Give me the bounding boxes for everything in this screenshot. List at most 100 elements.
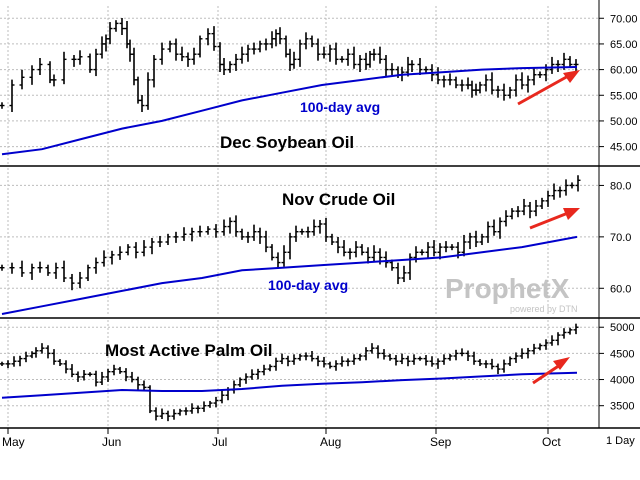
- palm-oil-price-bar: [117, 366, 123, 374]
- crude-oil-price-bar: [383, 251, 389, 268]
- crude-oil-price-bar: [305, 226, 311, 238]
- palm-oil-arrow: [532, 357, 570, 385]
- soybean-oil-price-bar: [447, 73, 453, 86]
- palm-oil-price-bar: [399, 353, 405, 365]
- soybean-oil-price-bar: [61, 51, 67, 85]
- palm-oil-price-bar: [441, 354, 447, 365]
- palm-oil-price-bar: [249, 369, 255, 380]
- crude-oil-price-bar: [539, 197, 545, 210]
- soybean-oil-title: Dec Soybean Oil: [220, 133, 354, 152]
- palm-oil-price-bar: [459, 348, 465, 357]
- soybean-oil-price-bar: [441, 75, 447, 88]
- soybean-oil-price-bar: [531, 68, 537, 86]
- crude-oil-price-bar: [341, 240, 347, 257]
- crude-oil-price-bar: [221, 219, 227, 236]
- crude-oil-price-bar: [275, 252, 281, 269]
- crude-oil-price-bar: [407, 253, 413, 280]
- palm-oil-price-bar: [207, 400, 213, 408]
- crude-oil-ytick-label: 80.0: [610, 180, 631, 192]
- palm-oil-price-bar: [297, 353, 303, 361]
- crude-oil-price-bar: [239, 228, 245, 240]
- palm-oil-price-bar: [363, 347, 369, 361]
- palm-oil-panel: Most Active Palm Oil 5000 4500 4000 3500: [0, 320, 634, 426]
- palm-oil-price-bar: [537, 343, 543, 351]
- soybean-oil-price-bar: [37, 57, 43, 75]
- crude-oil-price-bar: [467, 232, 473, 250]
- crude-oil-price-bar: [533, 199, 539, 217]
- crude-oil-price-bar: [563, 179, 569, 196]
- palm-oil-price-bar: [237, 377, 243, 387]
- soybean-oil-price-bar: [309, 35, 315, 48]
- soybean-oil-price-bar: [197, 35, 203, 58]
- crude-oil-price-bar: [233, 215, 239, 237]
- soybean-oil-ma-label: 100-day avg: [300, 99, 380, 115]
- x-tick-label: Aug: [320, 435, 341, 449]
- crude-oil-price-bar: [419, 249, 425, 256]
- soybean-oil-price-bar: [211, 26, 217, 51]
- crude-oil-100-day-avg-line: [1, 235, 578, 315]
- soybean-oil-price-bar: [51, 74, 57, 87]
- soybean-oil-price-bar: [291, 51, 297, 69]
- palm-oil-price-bar: [465, 350, 471, 361]
- soybean-oil-price-bar: [383, 55, 389, 78]
- palm-oil-price-bar: [357, 353, 363, 361]
- palm-oil-price-bar: [507, 356, 513, 366]
- soybean-oil-price-bar: [173, 38, 179, 61]
- palm-oil-price-bar: [63, 360, 69, 374]
- palm-oil-price-bar: [171, 409, 177, 420]
- soybean-oil-price-bar: [167, 40, 173, 53]
- crude-oil-price-bar: [85, 264, 91, 282]
- crude-oil-price-bar: [141, 240, 147, 257]
- crude-oil-price-bar: [299, 228, 305, 235]
- palm-oil-price-bar: [501, 359, 507, 373]
- palm-oil-price-bar: [447, 353, 453, 361]
- soybean-oil-price-bar: [245, 44, 251, 62]
- palm-oil-price-bar: [555, 332, 561, 346]
- crude-oil-price-bar: [157, 235, 163, 248]
- soybean-oil-price-bar: [297, 39, 303, 67]
- palm-oil-price-bar: [195, 405, 201, 414]
- palm-oil-price-bar: [111, 364, 117, 376]
- soybean-oil-plot-area: [0, 6, 599, 164]
- crude-oil-price-bar: [485, 221, 491, 243]
- soybean-oil-price-bar: [345, 48, 351, 66]
- soybean-oil-price-bar: [409, 60, 415, 73]
- soybean-oil-price-bar: [251, 42, 257, 55]
- palm-oil-price-bar: [573, 323, 579, 335]
- crude-oil-price-bar: [257, 227, 263, 244]
- soybean-oil-price-bar: [453, 76, 459, 89]
- palm-oil-price-bar: [429, 356, 435, 367]
- palm-oil-price-bar: [321, 356, 327, 368]
- soybean-oil-arrow: [517, 70, 580, 106]
- palm-oil-price-bar: [489, 358, 495, 370]
- soybean-oil-price-bar: [159, 42, 165, 65]
- palm-oil-price-bar: [0, 361, 5, 366]
- crude-oil-price-bar: [93, 257, 99, 274]
- crude-oil-price-bar: [263, 230, 269, 253]
- soybean-oil-price-bar: [191, 47, 197, 65]
- palm-oil-price-bar: [123, 368, 129, 382]
- palm-oil-price-bar: [81, 370, 87, 381]
- crude-oil-price-bar: [317, 219, 323, 234]
- crude-oil-plot-area: [0, 168, 599, 316]
- crude-oil-price-bar: [359, 244, 365, 256]
- soybean-oil-ytick-label: 45.00: [610, 142, 638, 154]
- crude-oil-price-bar: [125, 244, 131, 256]
- x-tick-label: Jul: [212, 435, 227, 449]
- crude-oil-price-bar: [53, 262, 59, 279]
- crude-oil-price-bar: [45, 264, 51, 276]
- palm-oil-price-bar: [153, 407, 159, 421]
- soybean-oil-price-bar: [315, 38, 321, 61]
- crude-oil-price-bar: [491, 219, 497, 236]
- crude-oil-price-bar: [509, 208, 515, 220]
- crude-oil-price-bar: [19, 260, 25, 277]
- palm-oil-price-bar: [159, 408, 165, 420]
- crude-oil-price-bar: [347, 248, 353, 260]
- soybean-oil-ytick-label: 60.00: [610, 65, 638, 77]
- crude-oil-price-bar: [189, 227, 195, 242]
- x-tick-label: Oct: [542, 435, 561, 449]
- prophetx-watermark: ProphetX powered by DTN: [445, 273, 578, 314]
- soybean-oil-price-bar: [357, 55, 363, 73]
- crude-oil-price-bar: [557, 186, 563, 198]
